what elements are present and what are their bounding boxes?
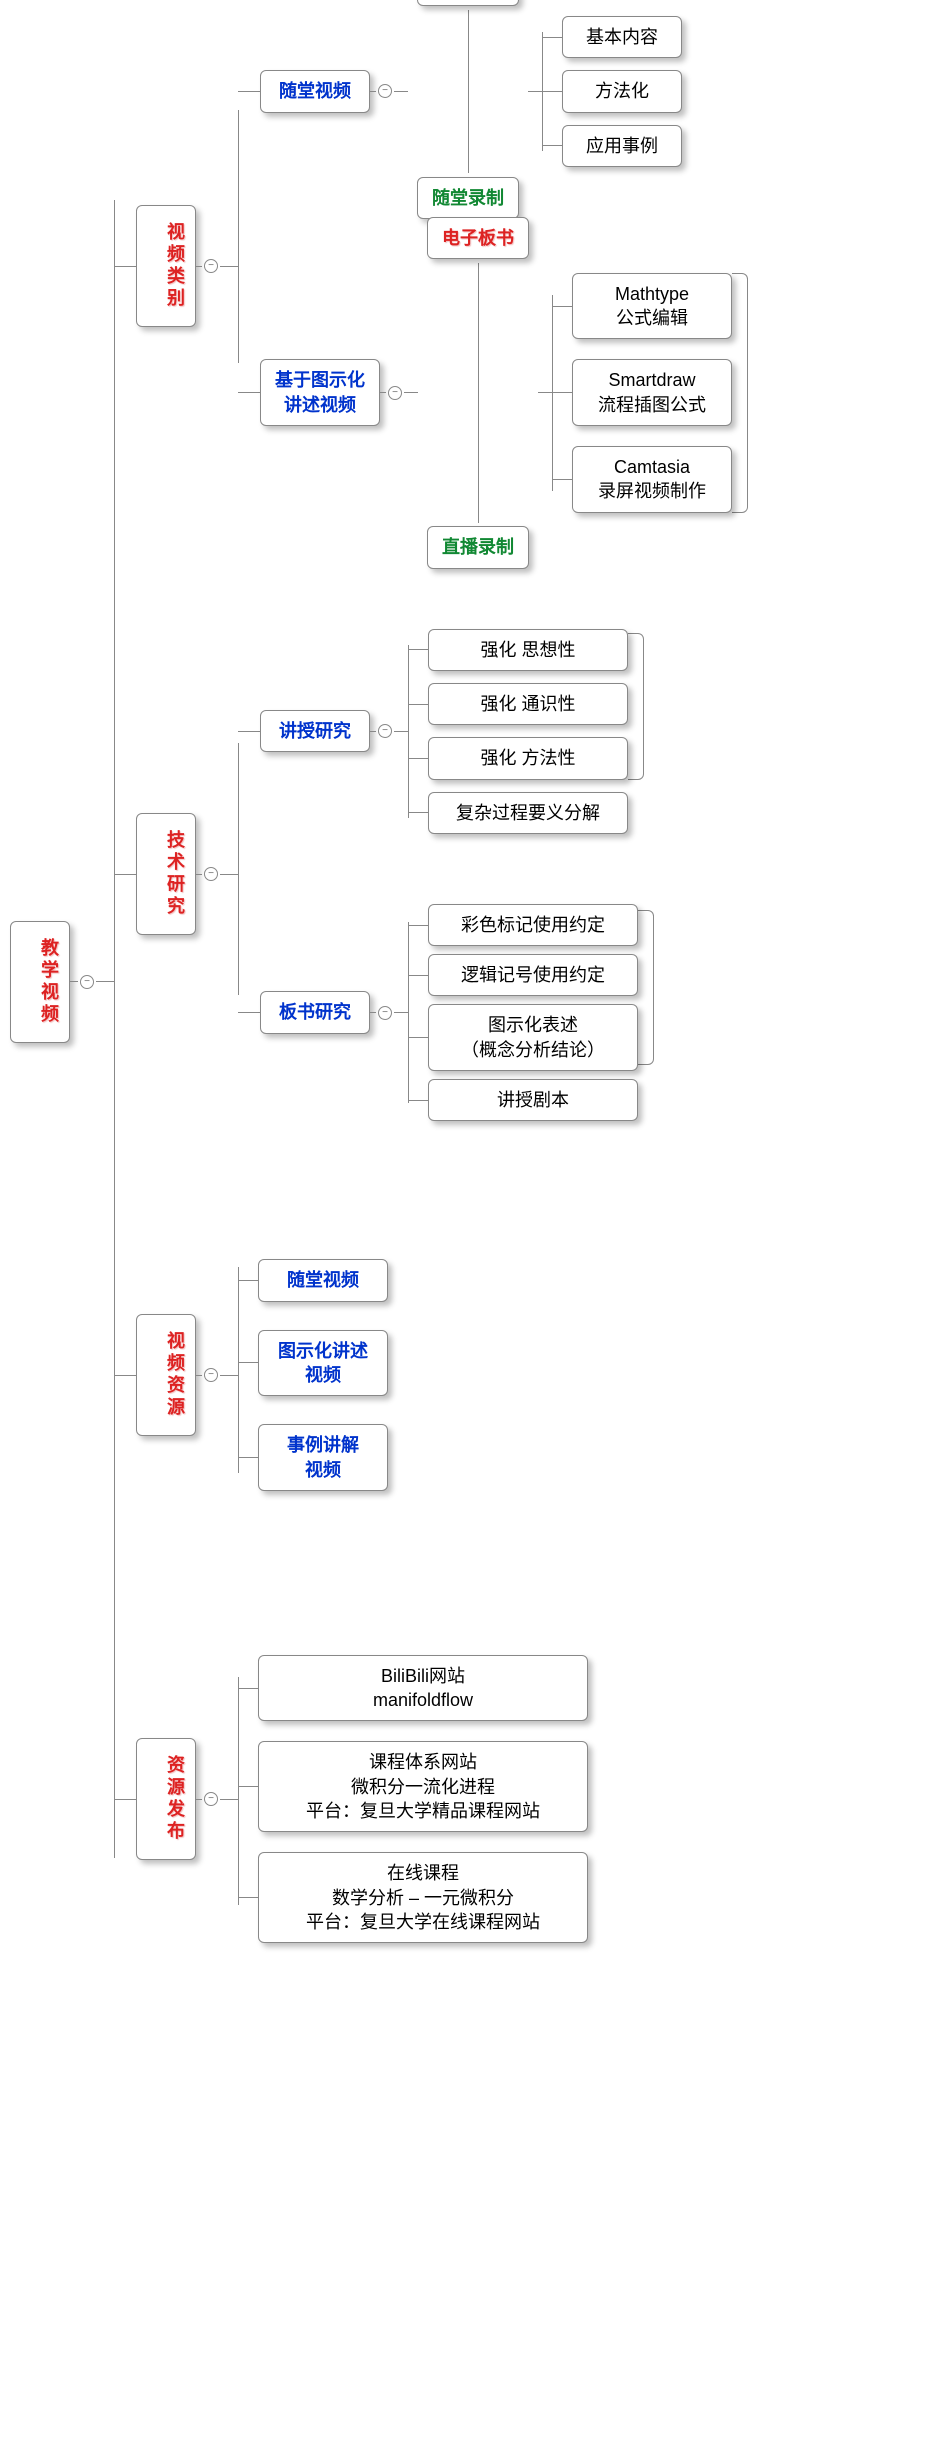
node-board-research[interactable]: 板书研究 <box>260 991 370 1033</box>
right-bracket-3 <box>638 910 654 1065</box>
leaf-smartdraw: Smartdraw 流程插图公式 <box>572 359 732 426</box>
leaf-method2: 强化 方法性 <box>428 737 628 779</box>
leaf-complex: 复杂过程要义分解 <box>428 792 628 834</box>
node-lecture-research[interactable]: 讲授研究 <box>260 710 370 752</box>
toggle-graphic[interactable]: − <box>388 386 402 400</box>
toggle-root[interactable]: − <box>80 975 94 989</box>
mid-connector <box>468 10 469 173</box>
leaf-logic-symbol: 逻辑记号使用约定 <box>428 954 638 996</box>
leaf-bilibili: BiliBili网站 manifoldflow <box>258 1655 588 1722</box>
branch-publish[interactable]: 资源发布 <box>136 1738 196 1860</box>
leaf-thought: 强化 思想性 <box>428 629 628 671</box>
leaf-camtasia: Camtasia 录屏视频制作 <box>572 446 732 513</box>
leaf-method: 方法化 <box>562 70 682 112</box>
leaf-general: 强化 通识性 <box>428 683 628 725</box>
toggle-resource[interactable]: − <box>204 1368 218 1382</box>
leaf-res-inclass[interactable]: 随堂视频 <box>258 1259 388 1301</box>
label-in-class-record: 随堂录制 <box>417 177 519 219</box>
toggle-board[interactable]: − <box>378 1006 392 1020</box>
leaf-res-graphic[interactable]: 图示化讲述 视频 <box>258 1330 388 1397</box>
toggle-publish[interactable]: − <box>204 1792 218 1806</box>
leaf-graphic-expr: 图示化表述 （概念分析结论） <box>428 1004 638 1071</box>
branch-video-category[interactable]: 视频类别 <box>136 205 196 327</box>
leaf-online-course: 在线课程 数学分析 – 一元微积分 平台：复旦大学在线课程网站 <box>258 1852 588 1943</box>
root-node[interactable]: 教学视频 <box>10 921 70 1043</box>
leaf-color-mark: 彩色标记使用约定 <box>428 904 638 946</box>
leaf-basic-content: 基本内容 <box>562 16 682 58</box>
toggle-tech[interactable]: − <box>204 867 218 881</box>
leaf-app-case: 应用事例 <box>562 125 682 167</box>
mid-connector-2 <box>478 263 479 523</box>
right-bracket-2 <box>628 633 644 780</box>
node-in-class-video[interactable]: 随堂视频 <box>260 70 370 112</box>
leaf-mathtype: Mathtype 公式编辑 <box>572 273 732 340</box>
node-graphic-video[interactable]: 基于图示化 讲述视频 <box>260 359 380 426</box>
right-bracket <box>732 273 748 513</box>
label-live-record: 直播录制 <box>427 526 529 568</box>
toggle-video-category[interactable]: − <box>204 259 218 273</box>
mindmap-root-container: 教学视频 − 视频类别 − 随堂视频 <box>10 10 919 1953</box>
branch-video-resource[interactable]: 视频资源 <box>136 1314 196 1436</box>
leaf-script: 讲授剧本 <box>428 1079 638 1121</box>
toggle-in-class[interactable]: − <box>378 84 392 98</box>
leaf-res-case[interactable]: 事例讲解 视频 <box>258 1424 388 1491</box>
branch-tech-research[interactable]: 技术研究 <box>136 813 196 935</box>
label-electronic-board: 电子板书 <box>427 217 529 259</box>
toggle-lecture[interactable]: − <box>378 724 392 738</box>
label-physical-board: 实体板书 <box>417 0 519 6</box>
leaf-course-site: 课程体系网站 微积分一流化进程 平台：复旦大学精品课程网站 <box>258 1741 588 1832</box>
